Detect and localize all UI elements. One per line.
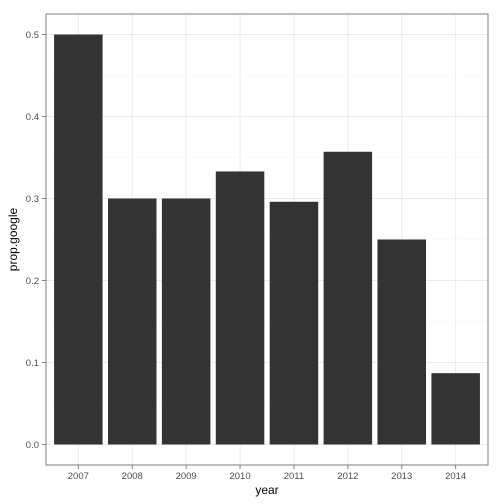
bar-2011	[269, 201, 319, 445]
x-tick-label: 2007	[68, 471, 89, 482]
bar-2014	[431, 373, 480, 445]
y-tick-label: 0.4	[26, 112, 39, 123]
x-tick-label: 2012	[337, 471, 358, 482]
bar-2012	[323, 151, 373, 445]
y-axis: 0.0 0.1 0.2 0.3 0.4 0.5	[26, 30, 46, 451]
x-tick-label: 2009	[176, 471, 197, 482]
x-tick-label: 2013	[391, 471, 412, 482]
x-tick-label: 2010	[229, 471, 250, 482]
y-tick-label: 0.3	[26, 194, 39, 205]
x-axis: 2007 2008 2009 2010 2011 2012 2013 2014	[68, 465, 466, 482]
x-tick-label: 2011	[284, 471, 304, 482]
y-tick-label: 0.5	[26, 30, 39, 41]
bars	[54, 34, 480, 445]
y-tick-label: 0.0	[26, 440, 39, 451]
x-axis-title: year	[255, 483, 278, 497]
y-axis-title: prop.google	[6, 207, 20, 271]
bar-2008	[107, 198, 157, 445]
bar-2013	[377, 239, 427, 445]
x-tick-label: 2008	[122, 471, 143, 482]
x-tick-label: 2014	[445, 471, 466, 482]
bar-2007	[54, 34, 103, 445]
bar-2009	[161, 198, 211, 445]
y-tick-label: 0.1	[26, 358, 39, 369]
y-tick-label: 0.2	[26, 276, 39, 287]
panel-border	[45, 13, 489, 466]
bar-2010	[215, 171, 265, 445]
